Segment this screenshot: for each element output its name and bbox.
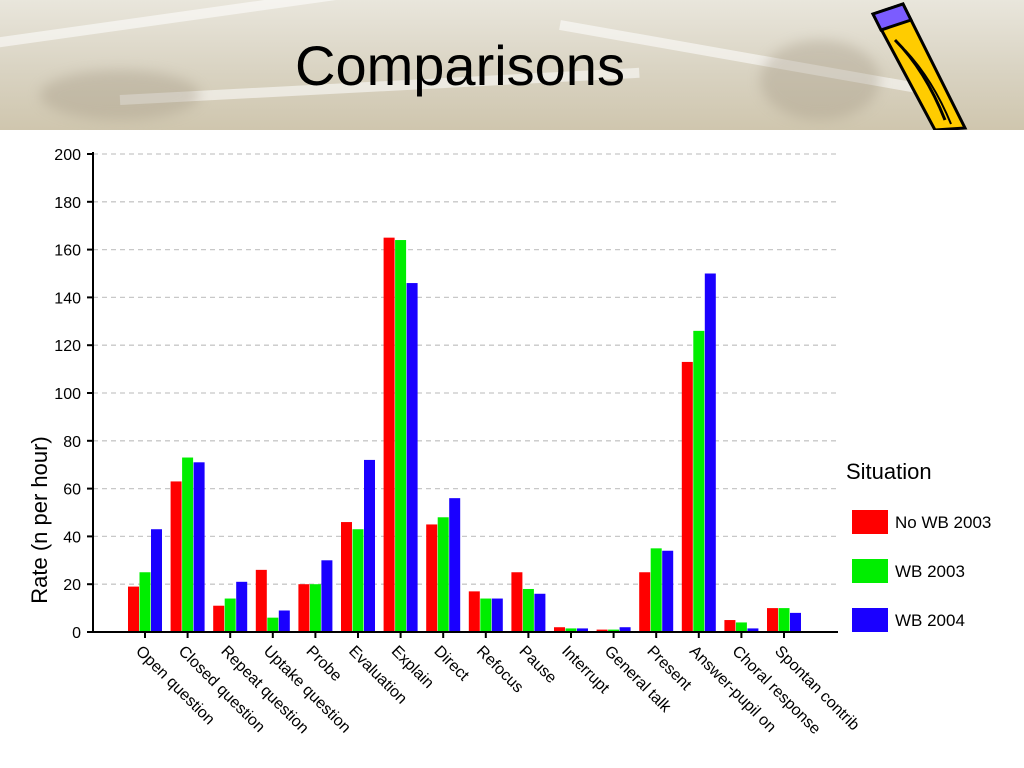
y-tick-label: 160 <box>54 243 81 260</box>
bar <box>352 529 364 632</box>
bar <box>522 588 534 632</box>
x-tick-label: Open question <box>132 643 218 729</box>
bar <box>735 622 747 632</box>
bar-chart: 0 20 40 60 80 100 120 140 160 180 200 Open question… <box>27 147 991 738</box>
pencil-icon <box>870 2 968 130</box>
legend-swatch <box>852 608 888 632</box>
bar <box>724 620 736 632</box>
bar <box>224 598 236 632</box>
bar <box>704 273 716 632</box>
y-tick-label: 80 <box>63 434 81 451</box>
bar <box>437 517 449 632</box>
legend-swatch <box>852 510 888 534</box>
bar <box>619 627 631 632</box>
bar <box>747 628 759 632</box>
bar <box>681 361 693 632</box>
bar <box>662 550 674 632</box>
bar <box>491 598 503 632</box>
bar <box>596 629 608 632</box>
legend-label: WB 2004 <box>895 611 965 630</box>
y-tick-label: 200 <box>54 147 81 164</box>
bar <box>364 459 375 632</box>
bar <box>480 598 492 632</box>
bar <box>182 457 194 632</box>
bar <box>170 481 182 632</box>
bar <box>255 569 267 632</box>
bar <box>213 605 225 632</box>
axes: 0 20 40 60 80 100 120 140 160 180 200 Open question… <box>54 147 862 738</box>
bar <box>278 610 290 632</box>
y-tick-label: 60 <box>63 482 81 499</box>
bar <box>468 591 480 632</box>
title-banner: Comparisons <box>0 0 1024 130</box>
legend: Situation No WB 2003 WB 2003 WB 2004 <box>846 459 991 632</box>
bar <box>383 237 395 632</box>
bar <box>128 586 139 632</box>
y-axis-label: Rate (n per hour) <box>27 436 52 604</box>
bar <box>449 498 461 632</box>
y-tick-label: 180 <box>54 195 81 212</box>
y-tick-label: 140 <box>54 290 81 307</box>
y-tick-label: 20 <box>63 577 81 594</box>
slide-title: Comparisons <box>295 34 625 97</box>
bar <box>534 593 546 632</box>
bar <box>693 330 705 632</box>
bar <box>639 572 651 632</box>
legend-swatch <box>852 559 888 583</box>
bar <box>565 628 577 632</box>
bar <box>341 522 352 632</box>
y-tick-label: 0 <box>72 625 81 642</box>
legend-label: No WB 2003 <box>895 513 991 532</box>
bar <box>298 584 310 632</box>
bar <box>650 548 662 632</box>
bar <box>395 240 407 632</box>
bar <box>267 617 279 632</box>
bar <box>151 529 162 632</box>
legend-title: Situation <box>846 459 932 484</box>
gridlines <box>93 153 838 585</box>
bar <box>577 628 588 632</box>
bar-series <box>128 237 801 632</box>
bar <box>511 572 523 632</box>
bar <box>790 612 801 632</box>
y-tick-label: 100 <box>54 386 81 403</box>
bar <box>778 608 790 632</box>
bar <box>608 629 620 632</box>
bar <box>554 627 565 632</box>
bar <box>426 524 438 632</box>
y-tick-label: 40 <box>63 529 81 546</box>
bar <box>236 581 248 632</box>
bar <box>406 283 418 632</box>
legend-label: WB 2003 <box>895 562 965 581</box>
bar <box>767 608 778 632</box>
y-tick-label: 120 <box>54 338 81 355</box>
bar <box>321 560 333 632</box>
bar <box>139 572 151 632</box>
bar <box>193 462 205 632</box>
bar <box>309 584 321 632</box>
